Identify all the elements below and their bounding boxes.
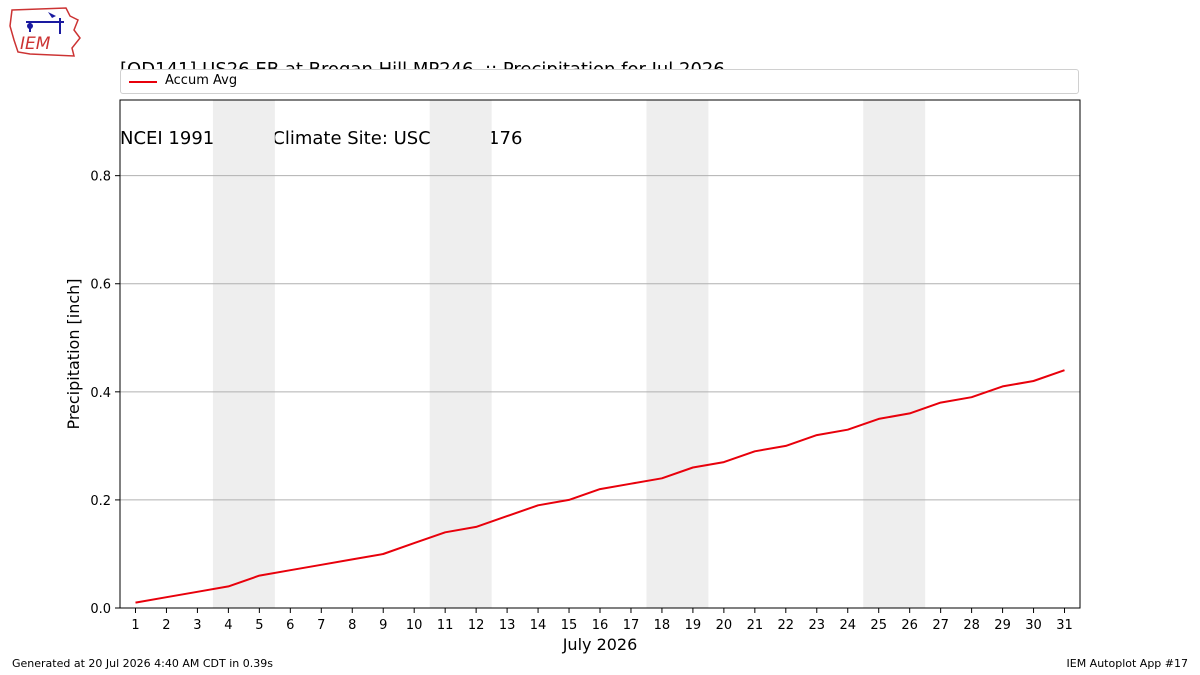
x-tick-label: 17 [623, 618, 640, 633]
x-tick-label: 29 [994, 618, 1011, 633]
y-tick-label: 0.8 [90, 170, 111, 185]
x-tick-label: 15 [561, 618, 578, 633]
y-tick-label: 0.0 [90, 602, 111, 617]
x-tick-label: 13 [499, 618, 516, 633]
x-tick-label: 27 [932, 618, 949, 633]
x-tick-label: 4 [224, 618, 232, 633]
x-tick-label: 30 [1025, 618, 1042, 633]
x-tick-label: 14 [530, 618, 547, 633]
x-tick-label: 5 [255, 618, 263, 633]
weekend-band-3 [646, 100, 709, 608]
y-tick-label: 0.2 [90, 494, 111, 509]
weekend-band-2 [429, 100, 492, 608]
x-tick-label: 10 [406, 618, 423, 633]
x-tick-label: 31 [1056, 618, 1073, 633]
x-tick-label: 16 [592, 618, 609, 633]
iem-logo: IEM [8, 6, 82, 58]
weekend-band-1 [212, 100, 275, 608]
x-tick-label: 6 [286, 618, 294, 633]
x-tick-label: 26 [901, 618, 918, 633]
x-tick-label: 21 [747, 618, 764, 633]
legend-swatch-accum-avg [129, 81, 157, 83]
legend: Accum Avg [120, 69, 1079, 94]
x-tick-label: 19 [685, 618, 702, 633]
x-tick-label: 24 [839, 618, 856, 633]
x-tick-label: 7 [317, 618, 325, 633]
plot-frame [119, 99, 1081, 609]
x-tick-label: 1 [131, 618, 139, 633]
x-tick-label: 25 [870, 618, 887, 633]
x-tick-label: 8 [348, 618, 356, 633]
x-tick-label: 9 [379, 618, 387, 633]
x-tick-label: 2 [162, 618, 170, 633]
weekend-band-4 [863, 100, 926, 608]
legend-label-accum-avg: Accum Avg [165, 73, 238, 88]
x-tick-label: 3 [193, 618, 201, 633]
y-tick-label: 0.6 [90, 278, 111, 293]
x-tick-label: 20 [716, 618, 733, 633]
x-tick-label: 18 [654, 618, 671, 633]
y-axis-label: Precipitation [inch] [64, 278, 83, 429]
y-tick-label: 0.4 [90, 386, 111, 401]
x-tick-label: 22 [778, 618, 795, 633]
svg-text:IEM: IEM [20, 34, 51, 54]
x-tick-label: 11 [437, 618, 454, 633]
autoplot-app-label: IEM Autoplot App #17 [1066, 657, 1189, 670]
x-tick-label: 28 [963, 618, 980, 633]
x-tick-label: 23 [809, 618, 826, 633]
x-tick-label: 12 [468, 618, 485, 633]
generated-timestamp: Generated at 20 Jul 2026 4:40 AM CDT in … [12, 657, 273, 670]
x-axis-label: July 2026 [562, 635, 638, 654]
